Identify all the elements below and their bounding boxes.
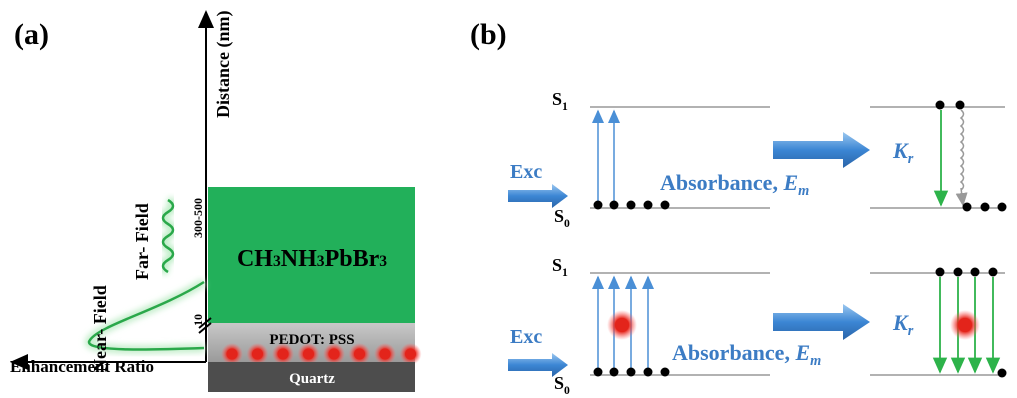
- text-part: 1: [562, 100, 568, 113]
- text-part: S: [554, 373, 564, 393]
- s0-label: S0: [554, 373, 570, 397]
- excited-electron: [954, 268, 963, 277]
- ground-electron: [644, 368, 653, 377]
- nonradiative-path: [961, 110, 964, 190]
- text-part: m: [810, 353, 821, 369]
- excited-electron: [989, 268, 998, 277]
- panel-label: (a): [14, 18, 49, 51]
- ground-electron: [627, 201, 636, 210]
- nanoparticle: [278, 349, 289, 360]
- text-part: m: [798, 183, 809, 199]
- nanoparticle: [227, 349, 238, 360]
- text-part: K: [892, 138, 909, 163]
- transfer-arrow: [773, 132, 870, 168]
- ground-electron: [594, 368, 603, 377]
- nanoparticle: [329, 349, 340, 360]
- figure: (a) CH3NH3PbBr3 PEDOT: PSS Quartz Distan…: [0, 0, 1017, 398]
- s1-label: S1: [552, 255, 568, 279]
- text-part: K: [892, 310, 909, 335]
- ground-electron: [998, 203, 1007, 212]
- nanoparticle: [615, 318, 629, 332]
- rate-label: Kr: [892, 138, 914, 167]
- excited-electron: [971, 268, 980, 277]
- s1-label: S1: [552, 89, 568, 113]
- near-field-label: Near- Field: [90, 285, 110, 372]
- absorbance-label: Absorbance, Em: [672, 340, 821, 369]
- nanoparticle: [405, 349, 416, 360]
- ground-electron: [644, 201, 653, 210]
- tick-label: 300-500: [191, 198, 205, 238]
- text-part: r: [908, 323, 914, 339]
- far-field-label: Far- Field: [132, 203, 152, 280]
- text-part: S: [552, 89, 562, 109]
- ground-electron: [610, 201, 619, 210]
- ground-electron: [998, 369, 1007, 378]
- excited-electron: [936, 268, 945, 277]
- ground-electron: [594, 201, 603, 210]
- nanoparticle: [958, 318, 972, 332]
- excited-electron: [936, 101, 945, 110]
- ground-electron: [661, 201, 670, 210]
- ground-electron: [610, 368, 619, 377]
- ground-electron: [981, 203, 990, 212]
- rate-label: Kr: [892, 310, 914, 339]
- nanoparticle: [303, 349, 314, 360]
- y-axis-label: Distance (nm): [213, 11, 234, 118]
- text-part: E: [782, 170, 798, 195]
- absorbance-label: Absorbance, Em: [660, 170, 809, 199]
- text-part: Absorbance,: [672, 340, 795, 365]
- text-part: Absorbance,: [660, 170, 783, 195]
- text-part: r: [908, 151, 914, 167]
- text-part: E: [794, 340, 810, 365]
- excitation-arrow: [508, 184, 568, 208]
- nanoparticle: [354, 349, 365, 360]
- text-part: S: [554, 206, 564, 226]
- nanoparticle: [252, 349, 263, 360]
- ground-electron: [963, 203, 972, 212]
- excited-electron: [956, 101, 965, 110]
- nanoparticle: [380, 349, 391, 360]
- text-part: 0: [564, 217, 570, 230]
- excitation-label: Exc: [510, 161, 542, 183]
- quartz-label: Quartz: [289, 371, 335, 387]
- panel-label: (b): [470, 18, 507, 51]
- transfer-arrow: [773, 304, 870, 340]
- nonradiative-arrow: [961, 188, 963, 205]
- s0-label: S0: [554, 206, 570, 230]
- text-part: 0: [564, 384, 570, 397]
- tick-label: 10: [191, 314, 205, 326]
- text-part: S: [552, 255, 562, 275]
- text-part: 1: [562, 266, 568, 279]
- ground-electron: [661, 368, 670, 377]
- x-axis-label: Enhancement Ratio: [10, 357, 154, 376]
- ground-electron: [627, 368, 636, 377]
- excitation-label: Exc: [510, 326, 542, 348]
- perovskite-label: CH3NH3PbBr3: [237, 246, 387, 272]
